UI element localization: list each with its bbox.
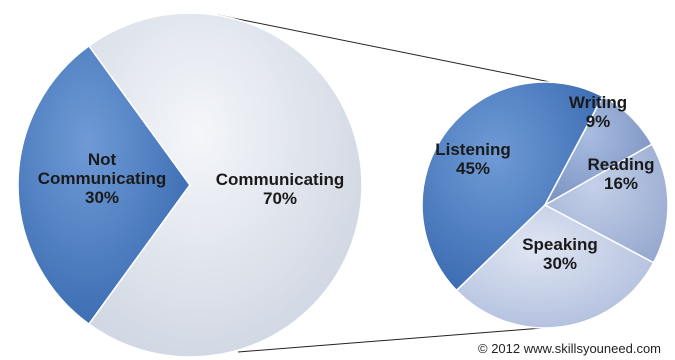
category-label-not-communicating: Not — [88, 150, 117, 169]
main-slice-communicating — [87, 12, 363, 358]
main-pie — [17, 12, 363, 358]
value-label-communicating: 70% — [263, 189, 297, 208]
main-slice-not-communicating — [17, 44, 191, 326]
category-label-reading: Reading — [587, 155, 654, 174]
label-speaking: Speaking 30% — [522, 235, 598, 273]
sub-slice-listening — [421, 81, 604, 292]
category-label-communicating: Communicating — [216, 170, 344, 189]
value-label-not-communicating: 30% — [85, 188, 119, 207]
label-writing: Writing 9% — [569, 93, 627, 131]
connector-line-top — [217, 14, 561, 85]
sub-slice-speaking — [455, 204, 655, 329]
slice-labels: Not Communicating 30%Communicating 70%Liste… — [38, 93, 655, 273]
copyright-credit: © 2012 www.skillsyouneed.com — [478, 341, 661, 356]
value-label-writing: 9% — [586, 112, 611, 131]
category-label-listening: Listening — [435, 140, 511, 159]
label-not-communicating: Not Communicating 30% — [38, 150, 166, 207]
category-label-writing: Writing — [569, 93, 627, 112]
category-label-speaking: Speaking — [522, 235, 598, 254]
category-label-not-communicating: Communicating — [38, 169, 166, 188]
sub-slice-reading — [543, 143, 669, 264]
breakdown-pie — [421, 81, 669, 329]
label-listening: Listening 45% — [435, 140, 511, 178]
connector-line-bottom — [237, 326, 556, 353]
label-communicating: Communicating 70% — [216, 170, 344, 208]
value-label-speaking: 30% — [543, 254, 577, 273]
value-label-listening: 45% — [456, 159, 490, 178]
value-label-reading: 16% — [604, 174, 638, 193]
connector-lines — [217, 14, 561, 353]
label-reading: Reading 16% — [587, 155, 654, 193]
